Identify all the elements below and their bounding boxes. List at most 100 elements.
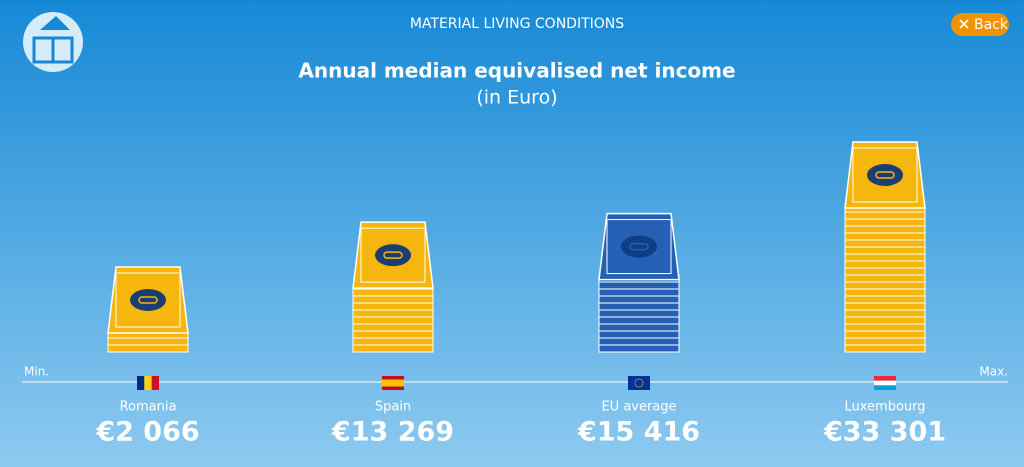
bill-border [606,219,672,275]
bill-symbol [383,251,403,259]
bill-layer [844,330,926,339]
flag-stripe [151,376,159,390]
bill-border [360,227,426,283]
money-stack [352,221,434,353]
flag-star [638,386,640,388]
bill-layer [598,316,680,325]
bill-layer [598,281,680,290]
flag-star [634,382,636,384]
bill-layer [107,344,189,353]
axis-min-label: Min. [24,365,49,379]
flag [382,376,404,390]
bill-layer [352,323,434,332]
bill-layer [844,246,926,255]
bill-layer [107,337,189,346]
bill-layer [844,316,926,325]
flag-stripe [628,376,650,390]
flag-star [640,385,642,388]
flag-star [640,378,642,381]
bill-layer [844,253,926,262]
bill-layer [352,344,434,353]
value-label: €2 066 [95,417,199,448]
flag [628,376,650,390]
flag [137,376,159,390]
bill-layer [352,316,434,325]
bill-center [867,164,903,186]
flag-star [638,378,640,380]
bill-layer [598,337,680,346]
bill-layer [844,218,926,227]
back-label[interactable]: Back [974,17,1009,33]
bill-layer [352,288,434,297]
flag-stripe [382,376,404,380]
bill-layer [598,309,680,318]
bill-layer [844,232,926,241]
flag-star [634,380,637,382]
flag-star [636,385,638,388]
back-button-bg[interactable] [951,13,1009,36]
bill-layer [844,267,926,276]
flag-stripe [874,385,896,390]
flag-star [634,384,637,386]
flag-stripe [382,379,404,383]
bill-layer [352,309,434,318]
bill-layer [844,239,926,248]
chart-subtitle: (in Euro) [476,87,557,109]
bill-border [852,147,918,203]
bill-center [130,289,166,311]
flag-stripe [874,380,896,386]
bill-layer [844,337,926,346]
flag-stripe [874,376,896,381]
bill-layer [844,260,926,269]
flag-stripe [137,376,145,390]
flag-star [642,382,644,384]
money-stack [598,212,680,353]
money-stack [107,266,189,353]
header-title: MATERIAL LIVING CONDITIONS [410,16,624,32]
bill-layer [352,337,434,346]
value-label: €13 269 [331,417,454,448]
flag [874,376,896,390]
bill-layer [844,295,926,304]
bill-layer [352,302,434,311]
back-icon[interactable] [959,19,969,29]
bill-layer [844,281,926,290]
category-label: Romania [120,400,177,415]
bill-layer [598,330,680,339]
bill-layer [598,344,680,353]
bill-layer [844,302,926,311]
bill-layer [352,295,434,304]
axis-max-label: Max. [979,365,1008,379]
chart-title: Annual median equivalised net income [298,59,735,83]
bill-layer [352,330,434,339]
bill-layer [844,225,926,234]
category-label: EU average [601,400,676,415]
flag-star [641,384,644,386]
bill-layer [598,288,680,297]
value-label: €33 301 [823,417,946,448]
bill-layer [844,309,926,318]
bill-border [115,272,181,328]
flag-star [636,378,638,381]
section-icon [23,12,83,72]
back-button[interactable]: Back [951,13,1009,36]
value-label: €15 416 [577,417,700,448]
bill-center [621,235,657,258]
bill-center [375,244,411,267]
bill-symbol [138,296,158,304]
category-label: Luxembourg [844,400,925,415]
bill-layer [598,295,680,304]
bill-layer [598,302,680,311]
flag-stripe [144,376,152,390]
flag-stripe [382,386,404,390]
bill-symbol [875,171,895,179]
bill-layer [844,274,926,283]
bill-layer [844,288,926,297]
bill-symbol [629,242,649,251]
bill-layer [844,323,926,332]
money-stack [844,141,926,353]
bill-layer [844,211,926,220]
bill-layer [598,323,680,332]
